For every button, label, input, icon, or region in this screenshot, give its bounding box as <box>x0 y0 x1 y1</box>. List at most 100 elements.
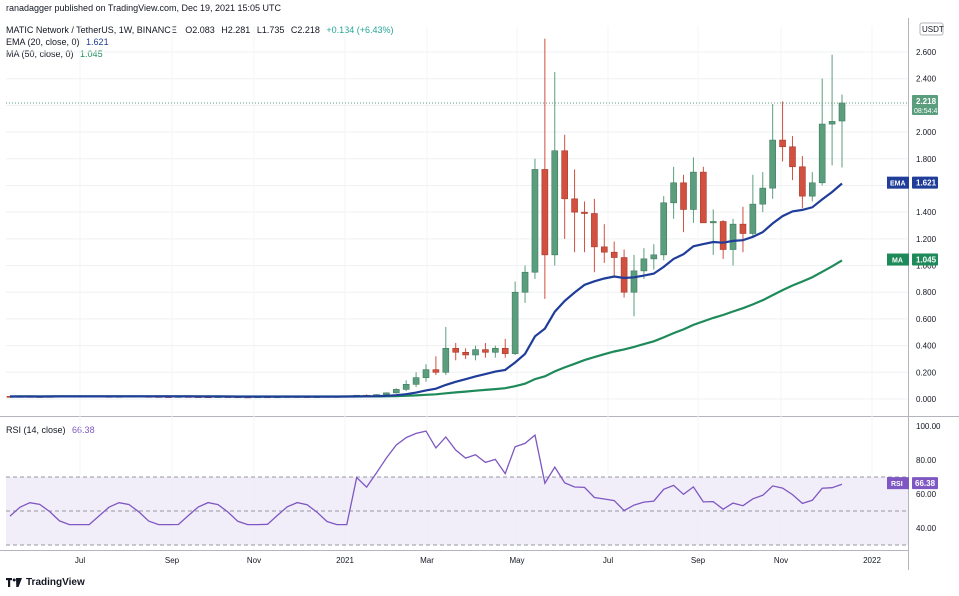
rsi-tick-label: 40.00 <box>916 524 937 533</box>
candle-body <box>610 251 618 258</box>
candle-body <box>422 369 430 378</box>
publisher-line: ranadagger published on TradingView.com,… <box>6 3 282 13</box>
price-tick-label: 1.000 <box>916 262 937 271</box>
candle-body <box>799 166 806 197</box>
ohlc-high: H2.281 <box>221 25 251 35</box>
last-price-countdown: 08:54:47 <box>914 108 941 115</box>
price-tick-label: 0.600 <box>916 315 937 324</box>
price-tick-label: 0.800 <box>916 288 937 297</box>
axis-tags: 2.218 08:54:47 EMA 1.621 MA 1.045 RSI 66.38 <box>887 94 941 490</box>
ema-legend[interactable]: EMA (20, close, 0) 1.621 <box>6 37 109 48</box>
price-tick-label: 1.800 <box>916 155 937 164</box>
time-tick-label: Mar <box>420 556 434 565</box>
candle-body <box>779 139 786 148</box>
candle-body <box>600 246 608 253</box>
tradingview-logo[interactable]: TradingView <box>6 577 85 588</box>
rsi-legend[interactable]: RSI (14, close) 66.38 <box>6 425 95 436</box>
candle-body <box>680 182 687 210</box>
time-tick-label: Nov <box>247 556 261 565</box>
rsi-legend-value: 66.38 <box>72 425 95 435</box>
candle-body <box>392 389 400 394</box>
candle-body <box>660 202 668 256</box>
ma-legend[interactable]: MA (50, close, 0) 1.045 <box>6 49 103 60</box>
last-price-tag <box>912 94 938 115</box>
rsi-legend-label: RSI (14, close) <box>6 425 66 435</box>
ohlc-change: +0.134 (+6.43%) <box>326 25 394 35</box>
time-tick-label: 2022 <box>863 556 881 565</box>
candle-body <box>571 198 578 213</box>
candle-body <box>402 384 410 390</box>
rsi-band-area <box>6 476 908 546</box>
rsi-tick-label: 100.00 <box>916 422 941 431</box>
candle-body <box>492 347 499 353</box>
price-tick-label: 1.400 <box>916 208 937 217</box>
price-tick-label: 0.000 <box>916 395 937 404</box>
currency-label: USDT <box>922 25 944 34</box>
symbol-legend[interactable]: MATIC Network / TetherUS, 1W, BINANCE O2… <box>6 25 393 36</box>
time-axis[interactable]: Jul Sep Nov 2021 Mar May Jul Sep Nov 2022 <box>75 556 882 565</box>
price-tick-label: 0.400 <box>916 342 937 351</box>
rsi-tick-label: 60.00 <box>916 490 937 499</box>
ma-tag-value-bg <box>912 253 938 266</box>
price-tick-label: 2.000 <box>916 128 937 137</box>
candle-body <box>541 169 549 256</box>
ema-legend-label: EMA (20, close, 0) <box>6 37 80 47</box>
ema-tag-label-bg <box>887 176 909 189</box>
candle-body <box>561 150 568 200</box>
time-tick-label: Jul <box>75 556 85 565</box>
symbol-name[interactable]: MATIC Network / TetherUS, 1W, BINANCE <box>6 25 177 35</box>
candle-body <box>700 171 707 224</box>
candle-body <box>630 270 638 293</box>
ohlc-close: C2.218 <box>290 25 320 35</box>
candle-body <box>581 211 588 214</box>
rsi-tag-label: RSI <box>891 481 903 488</box>
time-tick-label: Sep <box>165 556 180 565</box>
candle-body <box>551 150 559 256</box>
candles-group <box>6 38 846 399</box>
ema-tag-value: 1.621 <box>916 179 937 188</box>
candle-body <box>511 291 519 354</box>
time-tick-label: Sep <box>691 556 706 565</box>
price-tick-label: 1.200 <box>916 235 937 244</box>
candle-body <box>591 213 598 248</box>
rsi-tick-label: 80.00 <box>916 456 937 465</box>
ema-tag-label: EMA <box>890 181 906 188</box>
indicator-lines <box>6 102 908 526</box>
ma-legend-label: MA (50, close, 0) <box>6 49 74 59</box>
price-tick-label: 2.600 <box>916 48 937 57</box>
ema-20-line <box>10 182 843 398</box>
candle-body <box>719 221 727 250</box>
ma-tag-label: MA <box>892 258 903 265</box>
candle-body <box>739 223 747 234</box>
time-tick-label: 2021 <box>336 556 354 565</box>
ema-tag-value-bg <box>912 176 938 189</box>
rsi-tag-value: 66.38 <box>915 479 936 488</box>
candle-body <box>828 121 836 125</box>
rsi-tag-value-bg <box>912 477 938 490</box>
candle-body <box>670 182 677 204</box>
candle-body <box>729 223 737 250</box>
tradingview-logo-icon <box>6 578 22 587</box>
candle-body <box>452 347 460 353</box>
brand-name: TradingView <box>26 577 85 588</box>
time-tick-label: Jul <box>603 556 613 565</box>
candle-body <box>808 182 816 197</box>
candle-body <box>650 254 658 260</box>
candle-body <box>462 351 469 356</box>
candle-body <box>432 369 440 373</box>
candle-body <box>690 171 697 210</box>
candle-body <box>531 169 539 273</box>
ema-legend-value: 1.621 <box>86 37 109 47</box>
rsi-tag-label-bg <box>887 477 909 490</box>
candle-body <box>640 258 648 272</box>
ma-tag-value: 1.045 <box>916 256 937 265</box>
time-tick-label: Nov <box>774 556 788 565</box>
candle-body <box>838 102 846 122</box>
price-tick-label: 2.400 <box>916 75 937 84</box>
candle-body <box>521 271 529 293</box>
last-price-value: 2.218 <box>916 97 937 106</box>
candle-body <box>749 203 757 234</box>
candle-body <box>789 146 796 168</box>
